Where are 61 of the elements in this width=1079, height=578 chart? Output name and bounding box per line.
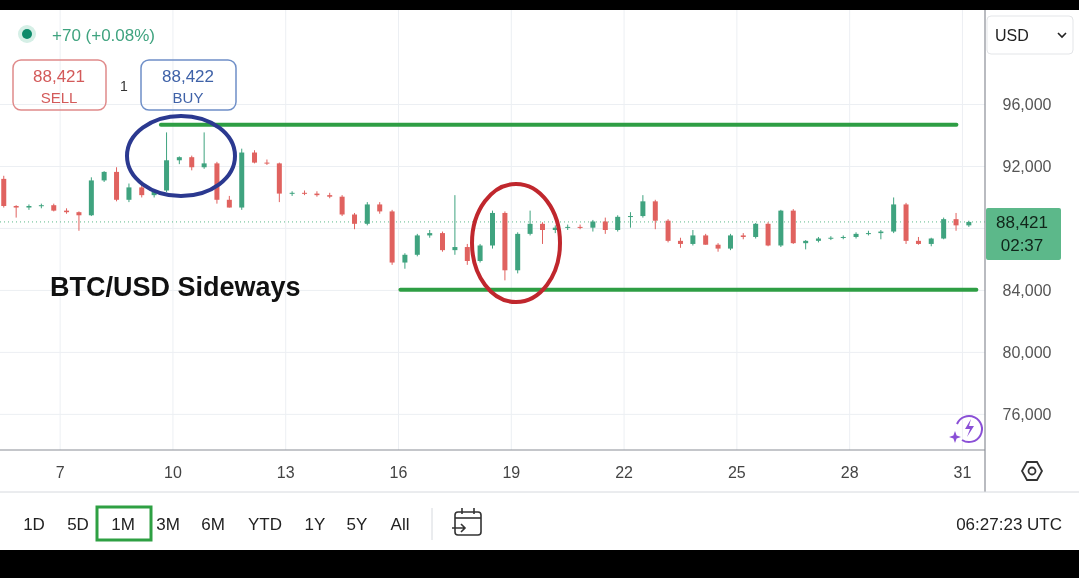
candlestick bbox=[828, 235, 834, 241]
candlestick bbox=[765, 221, 771, 247]
candlestick bbox=[26, 203, 32, 211]
candlestick bbox=[414, 233, 420, 257]
text: 1D bbox=[23, 515, 45, 534]
y-tick-label: 96,000 bbox=[1002, 96, 1052, 114]
text: 6M bbox=[201, 515, 225, 534]
ref-line-label: 88,421 bbox=[996, 212, 1048, 232]
candlestick bbox=[540, 221, 545, 245]
candlestick bbox=[627, 211, 633, 229]
annotation: 1 bbox=[120, 78, 129, 94]
text: 5D bbox=[67, 515, 89, 534]
text: All bbox=[390, 515, 410, 534]
candlestick bbox=[452, 194, 458, 256]
y-tick-label: 80,000 bbox=[1002, 343, 1052, 361]
candlestick bbox=[13, 204, 19, 219]
candlestick bbox=[339, 194, 345, 217]
text: 02:37 bbox=[1000, 236, 1044, 255]
y-tick-label: 84,000 bbox=[1002, 282, 1052, 300]
candlestick bbox=[715, 242, 721, 253]
x-tick-label: 25 bbox=[727, 464, 746, 481]
text: USD bbox=[995, 27, 1029, 44]
y-tick-label: 76,000 bbox=[1002, 405, 1052, 423]
candlestick bbox=[464, 243, 470, 266]
text: BTC/USD Sideways bbox=[50, 272, 301, 302]
candlestick bbox=[477, 243, 483, 264]
candlestick bbox=[364, 201, 370, 226]
text: 1Y bbox=[304, 515, 326, 534]
x-tick-label: 31 bbox=[953, 464, 972, 481]
text: YTD bbox=[248, 515, 282, 534]
candlestick bbox=[853, 231, 859, 240]
annotation: 88,422 bbox=[162, 67, 214, 86]
x-tick-label: 7 bbox=[55, 464, 65, 481]
candlestick bbox=[652, 199, 658, 230]
x-tick-label: 10 bbox=[164, 464, 182, 481]
candlestick bbox=[577, 224, 583, 230]
x-tick-label: 22 bbox=[615, 464, 634, 481]
text: 5Y bbox=[346, 515, 368, 534]
candlestick bbox=[527, 210, 533, 236]
x-tick-label: 19 bbox=[502, 464, 521, 481]
x-tick-label: 28 bbox=[840, 464, 859, 481]
candlestick bbox=[640, 194, 646, 219]
y-tick-label: 92,000 bbox=[1002, 158, 1052, 176]
candlestick bbox=[76, 210, 82, 232]
candlestick bbox=[264, 159, 270, 166]
candlestick bbox=[665, 218, 671, 243]
candlestick bbox=[440, 231, 445, 253]
text: 06:27:23 UTC bbox=[956, 515, 1062, 534]
text: 1M bbox=[111, 515, 135, 534]
candlestick bbox=[289, 190, 295, 197]
annotation: SELL bbox=[40, 89, 78, 106]
text: 3M bbox=[156, 515, 180, 534]
annotation: +70 (+0.08%) bbox=[52, 26, 156, 45]
candlestick bbox=[402, 252, 408, 270]
annotation: 88,421 bbox=[33, 67, 85, 86]
candlestick bbox=[953, 212, 959, 232]
candlestick bbox=[126, 183, 132, 203]
candlestick bbox=[201, 131, 207, 170]
annotation: BUY bbox=[172, 89, 204, 106]
x-tick-label: 13 bbox=[276, 464, 295, 481]
x-tick-label: 16 bbox=[389, 464, 408, 481]
